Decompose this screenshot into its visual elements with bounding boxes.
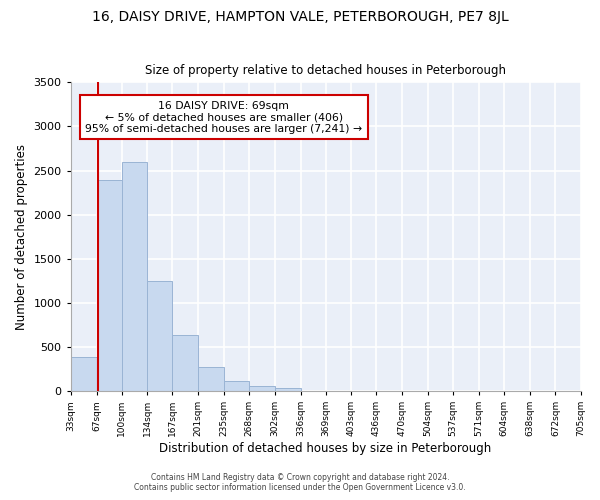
Bar <box>224 382 249 391</box>
Bar <box>198 367 224 391</box>
Text: 16, DAISY DRIVE, HAMPTON VALE, PETERBOROUGH, PE7 8JL: 16, DAISY DRIVE, HAMPTON VALE, PETERBORO… <box>92 10 508 24</box>
Y-axis label: Number of detached properties: Number of detached properties <box>15 144 28 330</box>
Title: Size of property relative to detached houses in Peterborough: Size of property relative to detached ho… <box>145 64 506 77</box>
Text: Contains HM Land Registry data © Crown copyright and database right 2024.
Contai: Contains HM Land Registry data © Crown c… <box>134 473 466 492</box>
Bar <box>172 334 198 391</box>
Bar <box>249 386 275 391</box>
Bar <box>97 180 122 391</box>
X-axis label: Distribution of detached houses by size in Peterborough: Distribution of detached houses by size … <box>160 442 492 455</box>
Text: 16 DAISY DRIVE: 69sqm
← 5% of detached houses are smaller (406)
95% of semi-deta: 16 DAISY DRIVE: 69sqm ← 5% of detached h… <box>85 101 362 134</box>
Bar <box>275 388 301 391</box>
Bar <box>148 281 172 391</box>
Bar <box>122 162 148 391</box>
Bar <box>71 356 97 391</box>
